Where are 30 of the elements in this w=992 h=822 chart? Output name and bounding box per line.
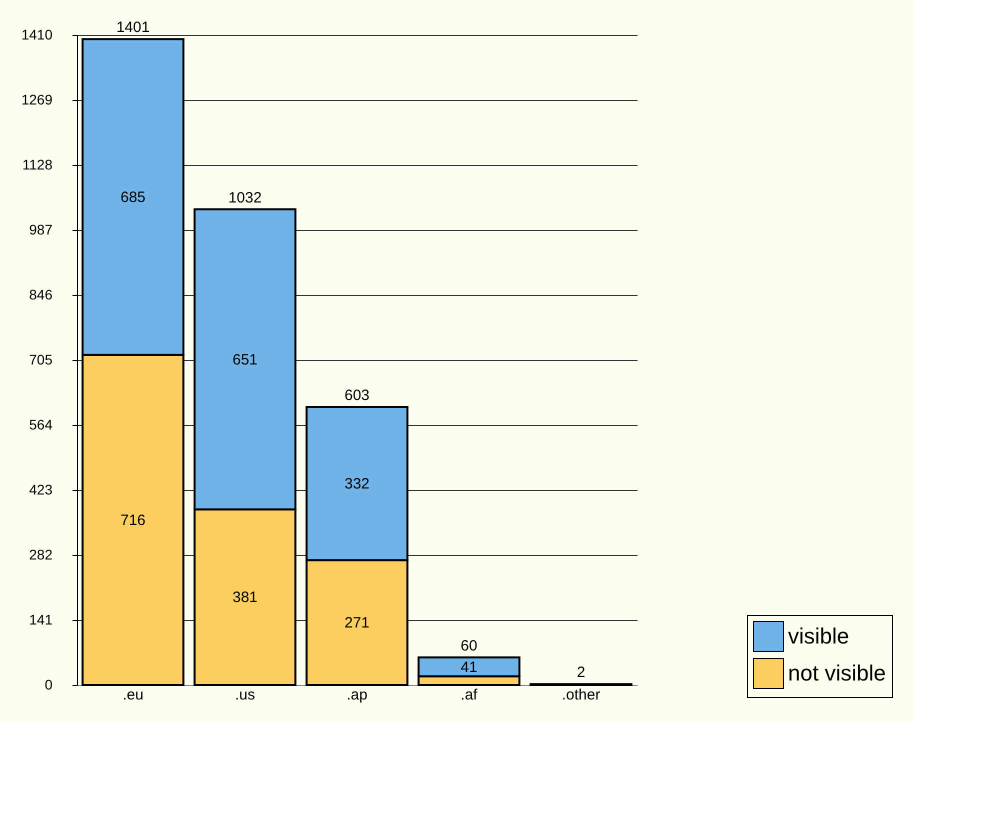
y-tick-label: 987: [29, 222, 53, 238]
legend-label: visible: [788, 624, 850, 648]
data-label: 381: [232, 589, 258, 606]
data-label: 685: [120, 189, 146, 206]
x-tick-label: .eu: [122, 686, 144, 704]
y-tick-label: 141: [29, 612, 53, 628]
x-tick-label: .other: [562, 686, 600, 704]
y-tick-label: 564: [29, 416, 53, 432]
total-label: 1032: [228, 189, 262, 206]
legend-label: not visible: [788, 660, 886, 686]
y-tick-label: 846: [29, 286, 53, 302]
y-tick-label: 1269: [21, 92, 53, 108]
x-tick-label: .ap: [346, 686, 368, 704]
x-tick-label: .af: [460, 686, 478, 704]
data-label: 332: [344, 476, 370, 493]
data-label: 41: [460, 658, 478, 676]
y-tick-label: 705: [29, 352, 53, 368]
y-tick-label: 0: [44, 676, 53, 692]
y-tick-label: 1410: [21, 26, 53, 42]
data-label: 271: [344, 614, 370, 632]
y-tick-label: 1128: [22, 156, 53, 172]
total-label: 603: [344, 387, 370, 404]
total-label: 60: [460, 637, 478, 654]
total-label: 1401: [116, 19, 150, 36]
total-label: 2: [576, 664, 586, 682]
y-tick-label: 282: [29, 546, 53, 562]
x-tick-label: .us: [234, 686, 256, 704]
data-label: 651: [232, 351, 258, 368]
data-label: 716: [120, 512, 146, 529]
y-tick-label: 423: [29, 482, 53, 498]
